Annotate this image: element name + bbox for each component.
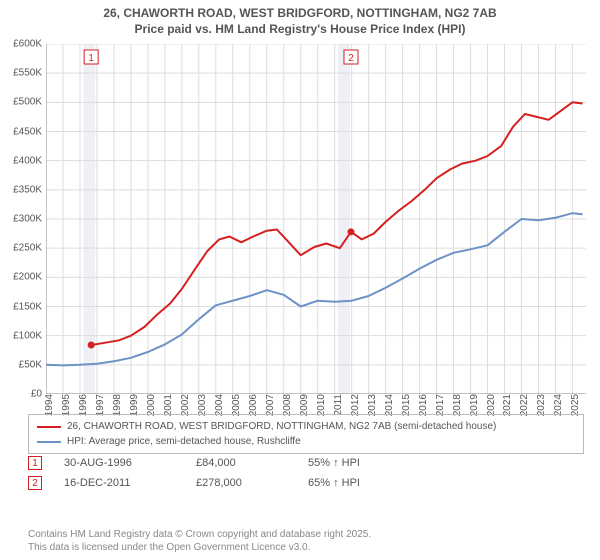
x-tick-label: 2008 <box>280 394 293 416</box>
legend-label-price-paid: 26, CHAWORTH ROAD, WEST BRIDGFORD, NOTTI… <box>67 419 496 434</box>
x-tick-label: 2002 <box>178 394 191 416</box>
event-marker-1: 1 <box>28 456 42 470</box>
x-tick-label: 2025 <box>568 394 581 416</box>
title-line-2: Price paid vs. HM Land Registry's House … <box>0 22 600 38</box>
x-tick-label: 2006 <box>246 394 259 416</box>
legend-swatch-hpi <box>37 441 61 443</box>
y-tick-label: £250K <box>13 243 46 254</box>
x-tick-label: 2009 <box>297 394 310 416</box>
x-tick-label: 2014 <box>382 394 395 416</box>
x-tick-label: 2012 <box>348 394 361 416</box>
x-tick-label: 2024 <box>551 394 564 416</box>
event-date-1: 30-AUG-1996 <box>64 457 174 469</box>
event-price-2: £278,000 <box>196 477 286 489</box>
events-table: 1 30-AUG-1996 £84,000 55% ↑ HPI 2 16-DEC… <box>28 456 418 496</box>
y-tick-label: £450K <box>13 126 46 137</box>
x-tick-label: 2023 <box>534 394 547 416</box>
y-tick-label: £600K <box>13 39 46 50</box>
event-price-1: £84,000 <box>196 457 286 469</box>
legend-row-price-paid: 26, CHAWORTH ROAD, WEST BRIDGFORD, NOTTI… <box>37 419 575 434</box>
x-tick-label: 2018 <box>450 394 463 416</box>
x-tick-label: 2010 <box>314 394 327 416</box>
y-tick-label: £50K <box>19 359 46 370</box>
attribution: Contains HM Land Registry data © Crown c… <box>28 528 371 554</box>
x-tick-label: 1997 <box>93 394 106 416</box>
legend-label-hpi: HPI: Average price, semi-detached house,… <box>67 434 301 449</box>
y-tick-label: £400K <box>13 155 46 166</box>
x-tick-label: 2022 <box>517 394 530 416</box>
x-tick-label: 2011 <box>331 394 344 416</box>
x-tick-label: 2020 <box>484 394 497 416</box>
attribution-line-1: Contains HM Land Registry data © Crown c… <box>28 528 371 541</box>
chart-titles: 26, CHAWORTH ROAD, WEST BRIDGFORD, NOTTI… <box>0 0 600 37</box>
svg-text:1: 1 <box>88 53 94 64</box>
x-tick-label: 2004 <box>212 394 225 416</box>
y-tick-label: £200K <box>13 272 46 283</box>
y-tick-label: £550K <box>13 68 46 79</box>
y-tick-label: £350K <box>13 184 46 195</box>
legend: 26, CHAWORTH ROAD, WEST BRIDGFORD, NOTTI… <box>28 414 584 454</box>
y-tick-label: £500K <box>13 97 46 108</box>
x-tick-label: 1998 <box>110 394 123 416</box>
title-line-1: 26, CHAWORTH ROAD, WEST BRIDGFORD, NOTTI… <box>0 6 600 22</box>
x-tick-label: 2001 <box>161 394 174 416</box>
x-tick-label: 2003 <box>195 394 208 416</box>
event-pct-1: 55% ↑ HPI <box>308 457 418 469</box>
x-tick-label: 2019 <box>467 394 480 416</box>
x-tick-label: 1996 <box>76 394 89 416</box>
y-tick-label: £300K <box>13 214 46 225</box>
x-tick-label: 2015 <box>399 394 412 416</box>
y-tick-label: £150K <box>13 301 46 312</box>
x-tick-label: 1995 <box>59 394 72 416</box>
x-tick-label: 1994 <box>42 394 55 416</box>
event-marker-2: 2 <box>28 476 42 490</box>
event-row-2: 2 16-DEC-2011 £278,000 65% ↑ HPI <box>28 476 418 490</box>
legend-row-hpi: HPI: Average price, semi-detached house,… <box>37 434 575 449</box>
x-tick-label: 2005 <box>229 394 242 416</box>
y-tick-label: £100K <box>13 330 46 341</box>
svg-text:2: 2 <box>348 53 354 64</box>
x-tick-label: 1999 <box>127 394 140 416</box>
x-tick-label: 2000 <box>144 394 157 416</box>
x-tick-label: 2021 <box>500 394 513 416</box>
x-tick-label: 2017 <box>433 394 446 416</box>
x-tick-label: 2016 <box>416 394 429 416</box>
event-row-1: 1 30-AUG-1996 £84,000 55% ↑ HPI <box>28 456 418 470</box>
event-date-2: 16-DEC-2011 <box>64 477 174 489</box>
chart-plot-area: 12 £0£50K£100K£150K£200K£250K£300K£350K£… <box>46 44 586 394</box>
x-tick-label: 2013 <box>365 394 378 416</box>
legend-swatch-price-paid <box>37 426 61 428</box>
chart-svg: 12 <box>46 44 586 394</box>
event-pct-2: 65% ↑ HPI <box>308 477 418 489</box>
attribution-line-2: This data is licensed under the Open Gov… <box>28 541 371 554</box>
x-tick-label: 2007 <box>263 394 276 416</box>
